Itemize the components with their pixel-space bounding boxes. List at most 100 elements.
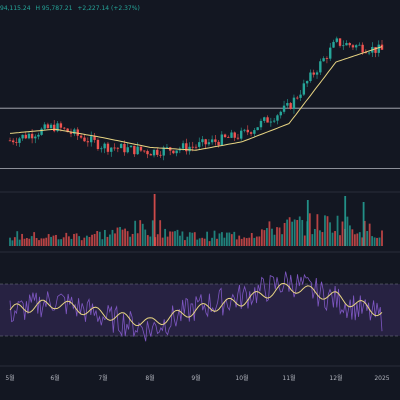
volume-bar — [103, 229, 106, 246]
candle-body — [338, 38, 342, 46]
volume-bar — [191, 232, 194, 246]
candle-body — [220, 134, 224, 146]
x-tick-label: 9월 — [191, 374, 200, 382]
candle-body — [56, 123, 59, 132]
volume-spike — [344, 196, 347, 246]
volume-bar — [271, 228, 273, 246]
volume-bar — [198, 238, 201, 246]
candle-body — [63, 127, 66, 129]
volume-bar — [260, 229, 263, 246]
rsi-line — [9, 271, 383, 342]
candle-body — [129, 145, 133, 148]
candle-body — [123, 143, 126, 153]
candle-body — [8, 140, 12, 142]
moving-average-line — [9, 46, 383, 151]
volume-bar — [363, 220, 366, 246]
volume-bar — [159, 220, 162, 246]
candle-body — [223, 134, 227, 138]
volume-bar — [161, 237, 164, 246]
candle-body — [342, 45, 345, 47]
volume-bar — [28, 238, 31, 246]
volume-bar — [141, 223, 144, 246]
x-tick-label: 11월 — [282, 374, 295, 382]
volume-bar — [45, 237, 48, 246]
candle-body — [15, 142, 18, 143]
candle-body — [149, 154, 153, 156]
volume-bar — [23, 238, 26, 246]
candle-body — [361, 44, 364, 53]
candle-body — [279, 111, 282, 116]
volume-bar — [293, 219, 296, 246]
volume-bar — [336, 215, 339, 246]
x-tick-label: 10월 — [235, 374, 248, 382]
volume-bar — [268, 221, 271, 246]
candle-body — [172, 150, 175, 154]
candle-body — [133, 145, 136, 155]
volume-bar — [263, 230, 266, 246]
candle-body — [315, 72, 319, 75]
volume-bar — [203, 238, 206, 246]
candle-body — [309, 72, 312, 82]
candle-body — [305, 81, 309, 84]
volume-bar — [258, 236, 261, 246]
last-price: 94,115.24 — [0, 5, 31, 12]
volume-bar — [186, 236, 189, 246]
volume-bar — [351, 229, 354, 246]
candle-body — [201, 139, 204, 143]
volume-bar — [156, 234, 159, 246]
candle-body — [40, 128, 43, 135]
x-tick-label: 6월 — [50, 374, 59, 382]
volume-bar — [308, 213, 311, 246]
volume-bar — [62, 237, 65, 246]
volume-bar — [221, 232, 223, 246]
volume-bar — [223, 237, 226, 246]
candle-body — [322, 58, 325, 62]
candle-body — [282, 105, 286, 112]
volume-bar — [73, 233, 75, 246]
volume-bar — [208, 241, 211, 246]
candle-body — [332, 41, 335, 48]
candle-body — [119, 143, 123, 149]
candle-body — [24, 134, 27, 139]
volume-bar — [356, 233, 359, 246]
volume-bar — [179, 235, 181, 246]
volume-bar — [83, 237, 86, 246]
volume-bar — [98, 231, 101, 246]
volume-bar — [368, 223, 371, 246]
volume-bar — [181, 231, 184, 246]
candle-body — [266, 117, 269, 123]
candle-body — [269, 121, 273, 123]
volume-bar — [80, 240, 83, 246]
volume-bar — [151, 220, 154, 246]
volume-bar — [206, 231, 209, 246]
x-tick-label: 12월 — [329, 374, 342, 382]
candle-body — [351, 45, 355, 48]
volume-bar — [303, 235, 306, 246]
volume-bar — [216, 238, 218, 246]
candle-body — [139, 146, 143, 151]
candle-body — [185, 143, 188, 152]
candle-body — [116, 147, 120, 149]
volume-bar — [316, 214, 319, 246]
candle-body — [377, 44, 380, 53]
volume-bar — [230, 234, 233, 246]
candle-body — [100, 148, 103, 150]
volume-bar — [38, 240, 40, 246]
candle-body — [246, 129, 249, 133]
volume-bar — [65, 232, 68, 246]
volume-bar — [235, 239, 238, 246]
volume-bar — [114, 233, 116, 246]
volume-bar — [134, 220, 137, 246]
volume-bar — [106, 236, 109, 246]
volume-bar — [85, 235, 88, 246]
volume-bar — [321, 232, 324, 246]
volume-bar — [250, 233, 253, 246]
candle-body — [152, 149, 156, 156]
x-tick-label: 7월 — [98, 374, 107, 382]
volume-bar — [21, 233, 23, 246]
candle-body — [96, 139, 100, 150]
candle-body — [162, 147, 165, 156]
candle-body — [299, 94, 302, 98]
